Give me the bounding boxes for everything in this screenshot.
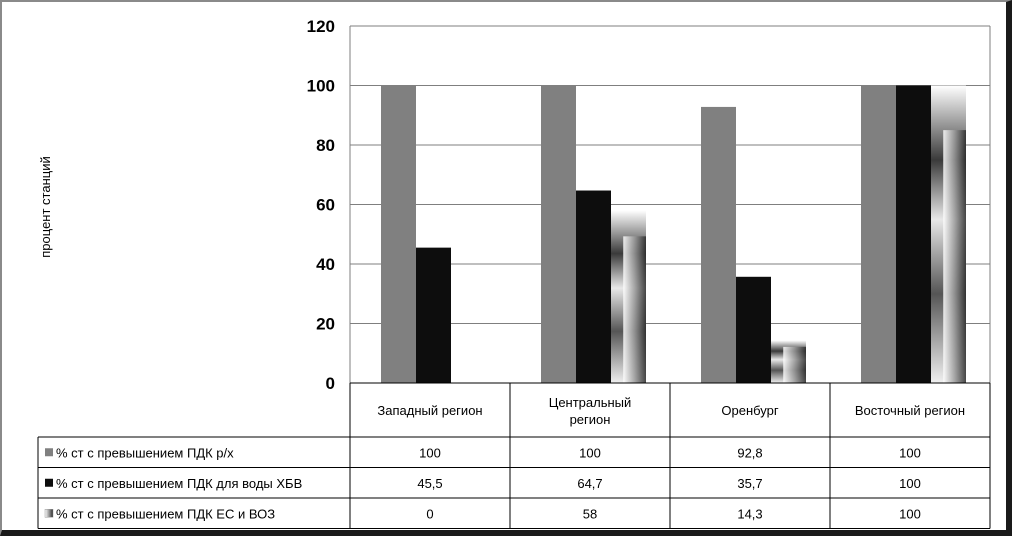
data-label: 58 [583, 506, 597, 521]
x-tick-label: Оренбург [721, 403, 778, 418]
bar-chart: 0 20 40 60 80 100 120 Западный регион Центральн… [37, 17, 991, 529]
data-label: 45,5 [417, 476, 442, 491]
gridlines [349, 25, 991, 384]
bar [576, 190, 611, 383]
data-label: 35,7 [737, 476, 762, 491]
bar [541, 85, 576, 383]
data-label: 100 [579, 445, 601, 460]
y-axis-label: процент станций [38, 156, 53, 257]
y-axis-ticks: 0 20 40 60 80 100 120 [307, 17, 335, 393]
data-label: 0 [426, 506, 433, 521]
data-label: 14,3 [737, 506, 762, 521]
y-tick-label: 80 [316, 136, 335, 155]
data-label: 100 [899, 476, 921, 491]
x-tick-label: Восточный регион [855, 403, 965, 418]
legend-swatch [44, 509, 54, 518]
legend-swatch [45, 478, 53, 487]
legend-label: % ст с превышением ПДК ЕС и ВОЗ [56, 506, 275, 521]
legend-label: % ст с превышением ПДК для воды ХБВ [56, 476, 302, 491]
x-tick-label: Центральный регион [549, 395, 632, 427]
y-tick-label: 60 [316, 196, 335, 215]
bar [896, 85, 931, 383]
bar [861, 85, 896, 383]
bar-shade [783, 346, 806, 383]
x-tick-label: Западный регион [377, 403, 482, 418]
data-label: 64,7 [577, 476, 602, 491]
legend-label: % ст с превышением ПДК р/х [56, 445, 234, 460]
data-label: 92,8 [737, 445, 762, 460]
data-label: 100 [899, 445, 921, 460]
y-tick-label: 0 [326, 374, 335, 393]
data-table: Западный регион Центральный регион Оренбург… [37, 382, 991, 529]
y-tick-label: 40 [316, 255, 335, 274]
bar-shade [623, 236, 646, 383]
bar-shade [943, 130, 966, 383]
data-label: 100 [899, 506, 921, 521]
y-tick-label: 20 [316, 315, 335, 334]
y-tick-label: 100 [307, 77, 335, 96]
bar [701, 106, 736, 384]
bar [416, 247, 451, 383]
legend-swatch [45, 448, 53, 457]
data-label: 100 [419, 445, 441, 460]
y-tick-label: 120 [307, 17, 335, 36]
bars [381, 85, 966, 384]
bar [736, 276, 771, 383]
bar [381, 85, 416, 383]
